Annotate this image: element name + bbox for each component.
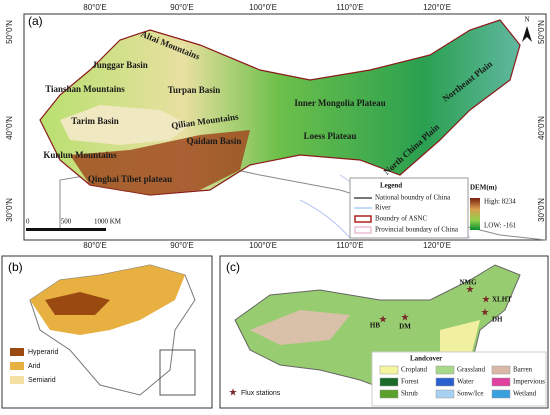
place-label: Qaidam Basin [187, 136, 242, 146]
lon-label-bottom: 100°0'E [249, 241, 277, 250]
landcover-item: Forest [401, 378, 419, 386]
lon-label-top: 120°0'E [423, 3, 451, 12]
landcover-box [371, 351, 547, 407]
landcover-item: Sonw/Ice [457, 390, 483, 398]
landcover-item: Grassland [457, 366, 485, 374]
landcover-swatch [379, 389, 399, 399]
scale-label: 1000 KM [94, 218, 122, 226]
lat-label-left: 40°0'N [5, 116, 14, 140]
lon-label-bottom: 90°0'E [170, 241, 193, 250]
dem-scale [470, 198, 480, 230]
station-star: ★ [379, 314, 388, 325]
landcover-item: Wetland [513, 390, 537, 398]
north-label: N [524, 16, 529, 24]
landcover-item: Water [457, 378, 474, 386]
landcover-swatch [379, 365, 399, 375]
station-star: ★ [229, 387, 238, 398]
north-arrow [522, 26, 532, 42]
flux-label: Flux stations [241, 390, 281, 397]
legend-symbol [354, 226, 372, 234]
scale-label: 0 [26, 218, 30, 226]
legend-item: Arid [28, 363, 41, 370]
lon-label-bottom: 80°0'E [83, 241, 106, 250]
lat-label-right: 50°0'N [537, 20, 546, 44]
lon-label-top: 110°0'E [336, 3, 363, 12]
lat-label-left: 30°0'N [5, 198, 14, 222]
panel-label: (a) [28, 14, 43, 28]
panel-label: (b) [8, 260, 23, 274]
dem-low: LOW: -161 [484, 222, 517, 230]
scale-bar [26, 228, 106, 231]
lat-label-right: 30°0'N [537, 198, 546, 222]
legend-item: Provincial boundary of China [375, 226, 459, 234]
legend-swatch [10, 376, 24, 384]
hyperarid-area [45, 292, 110, 315]
legend-item: River [375, 204, 391, 212]
station-star: ★ [481, 307, 490, 318]
station-star: ★ [466, 284, 475, 295]
lon-label-top: 90°0'E [170, 3, 193, 12]
place-label: Loess Plateau [304, 131, 357, 141]
station-label: HB [370, 322, 380, 330]
lon-label-top: 80°0'E [83, 3, 106, 12]
legend-item: Semiarid [28, 377, 56, 384]
landcover-swatch [435, 389, 455, 399]
landcover-swatch [491, 389, 511, 399]
dem-title: DEM(m) [470, 184, 497, 192]
place-label: Kunlun Mountains [43, 150, 117, 160]
lat-label-left: 50°0'N [5, 20, 14, 44]
landcover-item: Cropland [401, 366, 428, 374]
landcover-item: Barren [513, 366, 533, 374]
place-label: Junggar Basin [92, 60, 148, 70]
scale-label: 500 [61, 218, 72, 226]
legend-item: Hyperarid [28, 349, 58, 356]
lon-label-bottom: 110°0'E [336, 241, 363, 250]
legend-item: Boundry of ASNC [375, 215, 427, 223]
place-label: Inner Mongolia Plateau [294, 98, 385, 108]
station-label: XLHT [492, 296, 512, 304]
south-sea-inset [159, 349, 196, 396]
landcover-item: Shrub [401, 390, 418, 398]
landcover-item: Impervious [513, 378, 545, 386]
landcover-swatch [491, 365, 511, 375]
plateau-area [70, 130, 250, 195]
station-star: ★ [401, 312, 410, 323]
legend-symbol [354, 215, 372, 223]
landcover-swatch [435, 365, 455, 375]
legend-title: Legend [380, 182, 402, 190]
station-star: ★ [482, 294, 491, 305]
landcover-swatch [491, 377, 511, 387]
place-label: Qinghai Tibet plateau [88, 174, 172, 184]
barren-area [250, 310, 350, 345]
place-label: Turpan Basin [168, 85, 220, 95]
lat-label-right: 40°0'N [537, 116, 546, 140]
landcover-title: Landcover [410, 355, 442, 363]
station-label: DH [492, 316, 503, 324]
legend-swatch [10, 348, 24, 356]
legend-swatch [10, 362, 24, 370]
panel-label: (c) [226, 260, 240, 274]
legend-item: National boundry of China [375, 194, 451, 202]
station-label: DM [399, 323, 411, 331]
landcover-swatch [379, 377, 399, 387]
lon-label-top: 100°0'E [249, 3, 277, 12]
landcover-swatch [435, 377, 455, 387]
station-label: NMG [459, 279, 477, 287]
dem-high: High: 8234 [484, 198, 516, 206]
place-label: Tarim Basin [71, 116, 118, 126]
place-label: Tianshan Mountains [45, 84, 125, 94]
tarim-basin-area [60, 105, 190, 145]
lon-label-bottom: 120°0'E [423, 241, 451, 250]
